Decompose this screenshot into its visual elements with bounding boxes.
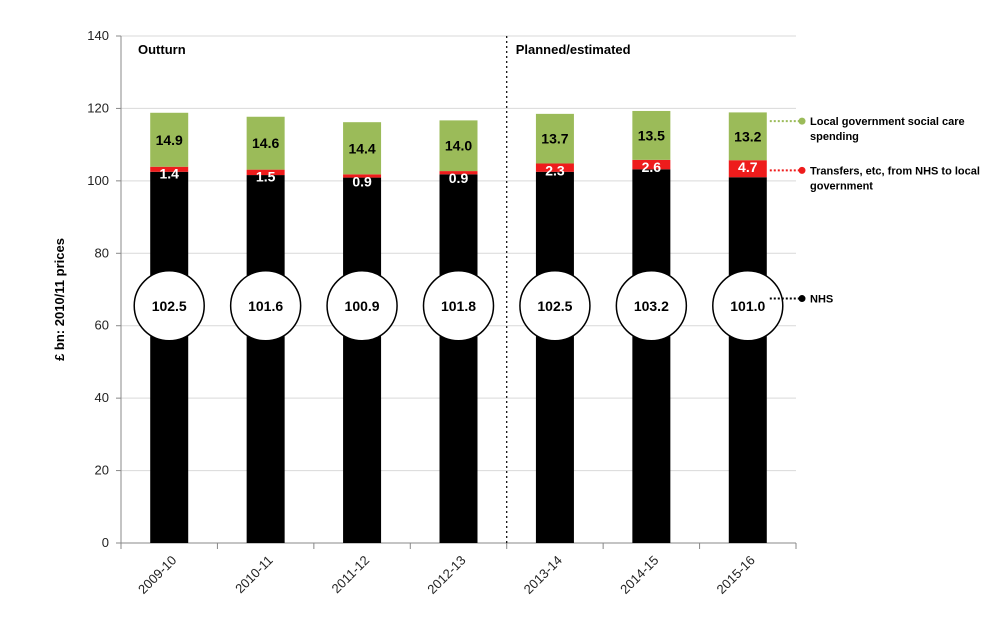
bar-nhs: [728, 177, 767, 543]
y-tick-label: 80: [95, 245, 109, 260]
data-label-transfers: 2.3: [545, 162, 565, 178]
nhs-label-circle: [133, 270, 205, 342]
legend-label: Local government social care: [810, 116, 965, 128]
x-tick-label: 2015-16: [714, 553, 758, 597]
y-tick-label: 100: [87, 173, 109, 188]
bar-nhs: [246, 175, 285, 543]
data-label-social: 14.9: [156, 132, 183, 148]
data-label-nhs: 103.2: [634, 298, 669, 314]
region-label-planned: Planned/estimated: [516, 42, 631, 57]
x-tick-label: 2012-13: [424, 553, 468, 597]
bar-transfers: [728, 160, 767, 178]
bar-nhs: [439, 174, 478, 544]
region-label-outturn: Outturn: [138, 42, 186, 57]
legend-marker: [798, 295, 806, 303]
bar-nhs: [150, 171, 189, 543]
data-label-social: 13.5: [638, 127, 665, 143]
x-tick-label: 2014-15: [617, 553, 661, 597]
x-tick-label: 2013-14: [521, 553, 565, 597]
data-label-transfers: 1.4: [159, 166, 179, 182]
nhs-label-circle: [712, 270, 784, 342]
y-tick-label: 40: [95, 390, 109, 405]
bar-nhs: [632, 169, 671, 544]
y-tick-label: 140: [87, 28, 109, 43]
data-label-nhs: 101.8: [441, 298, 476, 314]
data-label-social: 13.2: [734, 128, 761, 144]
data-label-social: 14.0: [445, 138, 472, 154]
data-label-transfers: 4.7: [738, 159, 758, 175]
nhs-label-circle: [229, 270, 302, 342]
bar-social-care: [535, 113, 574, 164]
bar-transfers: [246, 169, 285, 176]
y-tick-label: 120: [87, 100, 109, 115]
y-tick-label: 20: [95, 463, 109, 478]
data-label-transfers: 0.9: [449, 170, 469, 186]
y-tick-label: 0: [102, 535, 109, 550]
nhs-label-circle: [326, 270, 398, 342]
legend-label: Transfers, etc, from NHS to local: [810, 165, 980, 177]
bar-social-care: [728, 112, 767, 161]
legend-label: NHS: [810, 294, 833, 306]
data-label-social: 13.7: [541, 131, 568, 147]
data-label-nhs: 101.6: [248, 298, 283, 314]
bar-transfers: [632, 159, 671, 170]
x-tick-label: 2009-10: [135, 553, 179, 597]
data-label-nhs: 101.0: [730, 298, 765, 314]
nhs-label-circle: [615, 270, 688, 342]
legend-label: spending: [810, 131, 859, 143]
bar-social-care: [246, 116, 285, 170]
nhs-label-circle: [422, 270, 495, 342]
data-label-nhs: 100.9: [345, 298, 380, 314]
bar-social-care: [439, 120, 478, 172]
data-label-transfers: 1.5: [256, 169, 276, 185]
legend-label: government: [810, 180, 873, 192]
bar-transfers: [439, 171, 478, 175]
bar-transfers: [150, 166, 189, 172]
bar-social-care: [150, 112, 189, 167]
data-label-nhs: 102.5: [537, 298, 572, 314]
data-label-transfers: 2.6: [642, 159, 662, 175]
x-tick-label: 2011-12: [329, 553, 373, 597]
data-label-transfers: 0.9: [352, 173, 372, 189]
bar-transfers: [535, 163, 574, 172]
legend-marker: [798, 117, 806, 125]
y-tick-label: 60: [95, 318, 109, 333]
y-axis-label: £ bn: 2010/11 prices: [52, 238, 67, 361]
data-label-nhs: 102.5: [152, 298, 187, 314]
nhs-label-circle: [519, 270, 591, 342]
x-tick-label: 2010-11: [232, 553, 276, 597]
bar-social-care: [343, 122, 382, 175]
bar-social-care: [632, 110, 671, 160]
bar-nhs: [535, 171, 574, 543]
data-label-social: 14.6: [252, 135, 279, 151]
bar-nhs: [343, 177, 382, 544]
legend-marker: [798, 166, 806, 174]
data-label-social: 14.4: [348, 140, 375, 156]
bar-transfers: [343, 174, 382, 178]
